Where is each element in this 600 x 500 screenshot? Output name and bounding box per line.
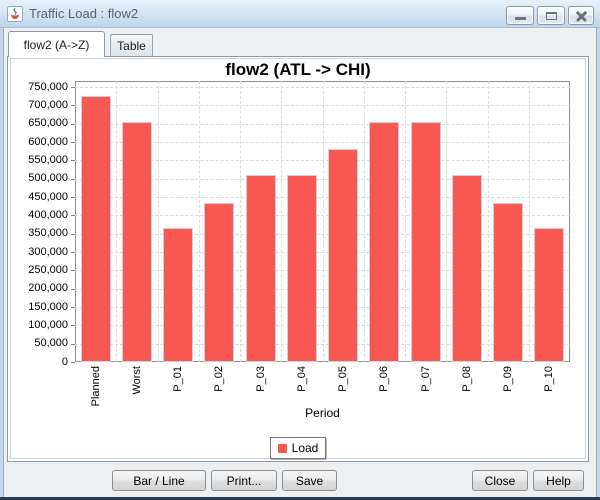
tab-flow2-az[interactable]: flow2 (A->Z) — [8, 31, 105, 57]
maximize-button[interactable] — [537, 6, 565, 25]
window-title: Traffic Load : flow2 — [29, 6, 139, 21]
tab-table-label: Table — [117, 38, 146, 53]
bar-line-button[interactable]: Bar / Line — [112, 470, 206, 491]
java-coffee-cup-icon — [7, 5, 23, 22]
chart-panel — [10, 58, 586, 459]
close-dialog-button[interactable]: Close — [472, 470, 528, 491]
help-button[interactable]: Help — [533, 470, 584, 491]
minimize-button[interactable] — [506, 6, 534, 25]
tab-table[interactable]: Table — [110, 34, 153, 56]
window-border-right — [596, 28, 600, 497]
window-border-left — [0, 28, 4, 497]
window-border-bottom — [0, 497, 600, 500]
save-button[interactable]: Save — [282, 470, 337, 491]
title-bar[interactable]: Traffic Load : flow2 — [0, 0, 600, 28]
minimize-icon — [515, 17, 526, 20]
close-button[interactable] — [568, 6, 594, 25]
tab-flow2-az-label: flow2 (A->Z) — [23, 37, 90, 52]
print-button[interactable]: Print... — [211, 470, 277, 491]
button-bar: Bar / Line Print... Save Close Help — [4, 463, 596, 497]
maximize-icon — [546, 12, 557, 20]
